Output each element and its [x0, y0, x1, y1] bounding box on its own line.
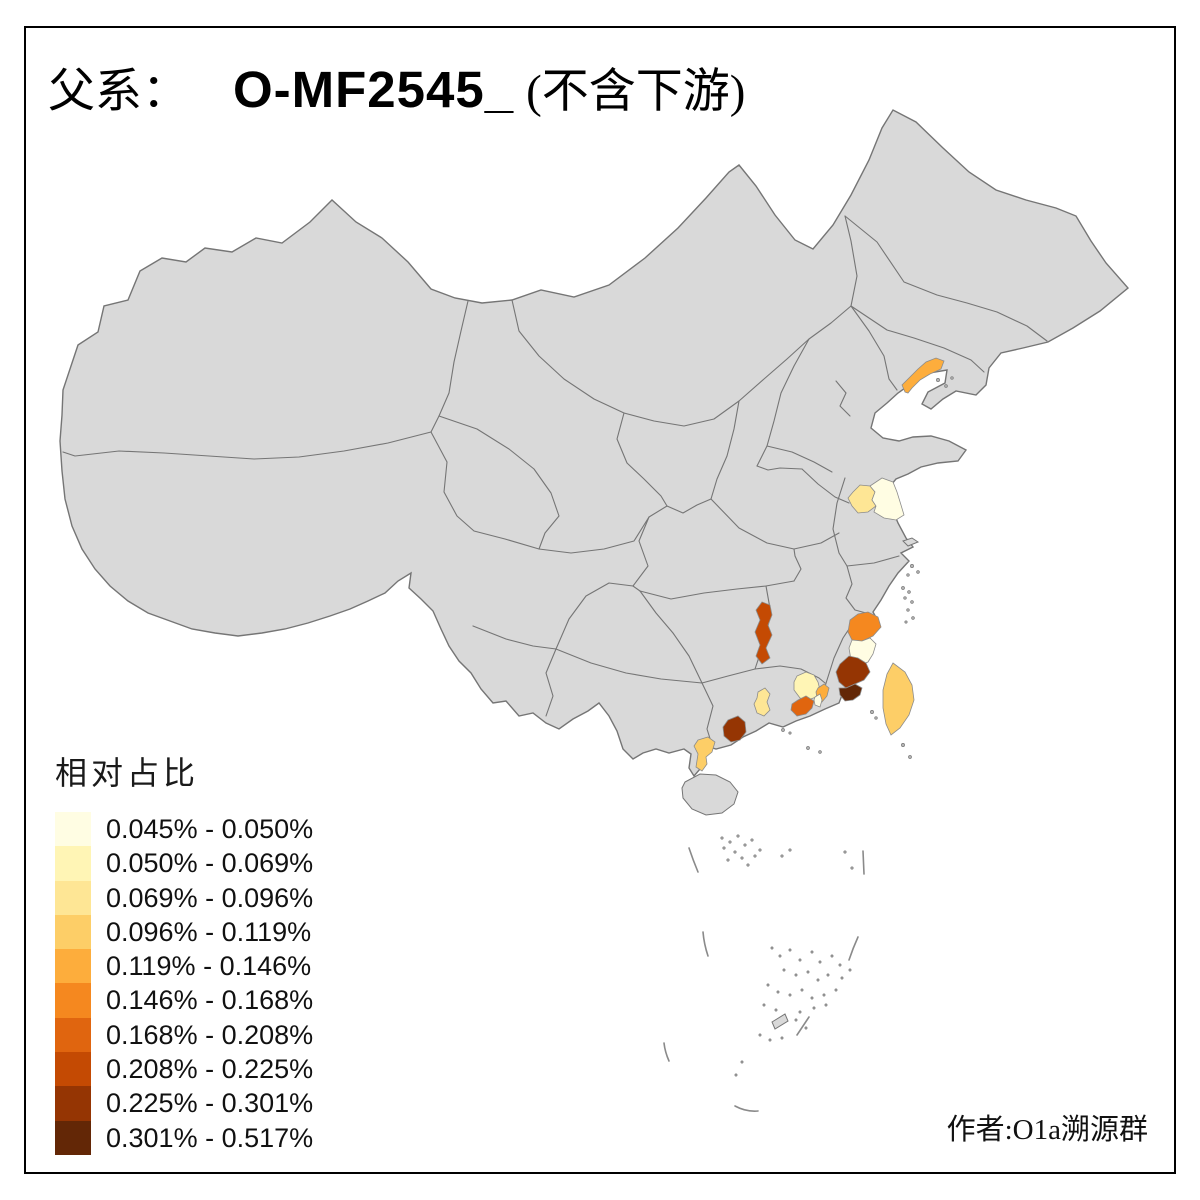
legend-row: 0.096% - 0.119% [55, 914, 313, 950]
map-region-shantou [813, 693, 823, 708]
legend-row: 0.301% - 0.517% [55, 1120, 314, 1155]
legend-swatch [55, 1120, 91, 1155]
legend-label: 0.096% - 0.119% [106, 916, 312, 947]
legend-row: 0.069% - 0.096% [55, 880, 314, 915]
map-region-leizhou-peninsula [693, 736, 716, 772]
map-region-southwest-guangdong [722, 715, 747, 743]
map-region-southeast-fujian-quanzhou [835, 655, 871, 689]
legend-row: 0.146% - 0.168% [55, 983, 314, 1018]
legend-swatch [55, 812, 91, 847]
legend-label: 0.119% - 0.146% [106, 951, 312, 982]
title-haplogroup: O-MF2545_ [233, 61, 515, 118]
legend-swatch [55, 914, 91, 950]
legend-swatch [55, 880, 91, 915]
mainland-china [59, 109, 1130, 778]
province-borders [62, 215, 1048, 749]
title-prefix: 父系： [48, 66, 189, 118]
legend-label: 0.146% - 0.168% [106, 985, 314, 1016]
legend-row: 0.045% - 0.050% [55, 812, 314, 847]
shaded-regions [693, 357, 945, 772]
legend-row: 0.168% - 0.208% [55, 1017, 314, 1053]
map-region-coastal-jiangsu [869, 477, 905, 521]
hainan-island [681, 773, 739, 816]
legend-row: 0.225% - 0.301% [55, 1086, 314, 1121]
legend-label: 0.050% - 0.069% [106, 848, 314, 879]
legend-row: 0.119% - 0.146% [55, 949, 313, 984]
legend-swatch [55, 983, 91, 1018]
south-china-sea-features [663, 834, 865, 1112]
map-region-south-fujian-xiamen-zhangzhou [838, 683, 863, 702]
legend-row: 0.050% - 0.069% [55, 846, 314, 881]
legend-swatch [55, 949, 91, 984]
legend-rows: 0.045% - 0.050% 0.050% - 0.069% 0.069% - 0… [55, 812, 313, 1155]
map-region-taiwan [882, 662, 915, 736]
legend-label: 0.208% - 0.225% [106, 1054, 314, 1085]
islands [681, 376, 954, 816]
legend-label: 0.045% - 0.050% [106, 814, 314, 844]
map-region-jieyang-coast [790, 695, 815, 717]
legend-row: 0.208% - 0.225% [55, 1052, 314, 1087]
chongming-island [902, 537, 920, 547]
legend: 相对占比 0.045% - 0.050% 0.050% - 0.069% 0.069… [55, 748, 313, 1155]
author-credit: 作者:O1a溯源群 [946, 1114, 1148, 1146]
map-region-central-guangdong [753, 687, 771, 717]
scs-islet [771, 1013, 789, 1030]
legend-swatch [55, 846, 91, 881]
legend-label: 0.301% - 0.517% [106, 1122, 314, 1153]
legend-label: 0.069% - 0.096% [106, 882, 314, 913]
legend-swatch [55, 1052, 91, 1087]
title-suffix: (不含下游) [526, 66, 746, 118]
map-region-west-jiangxi [754, 601, 773, 665]
legend-title: 相对占比 [55, 755, 200, 791]
map-region-south-liaoning [901, 357, 945, 394]
legend-label: 0.225% - 0.301% [106, 1088, 314, 1119]
figure-title: 父系： O-MF2545_ (不含下游) [48, 52, 745, 121]
legend-swatch [55, 1017, 91, 1053]
legend-label: 0.168% - 0.208% [106, 1019, 314, 1050]
legend-swatch [55, 1086, 91, 1121]
